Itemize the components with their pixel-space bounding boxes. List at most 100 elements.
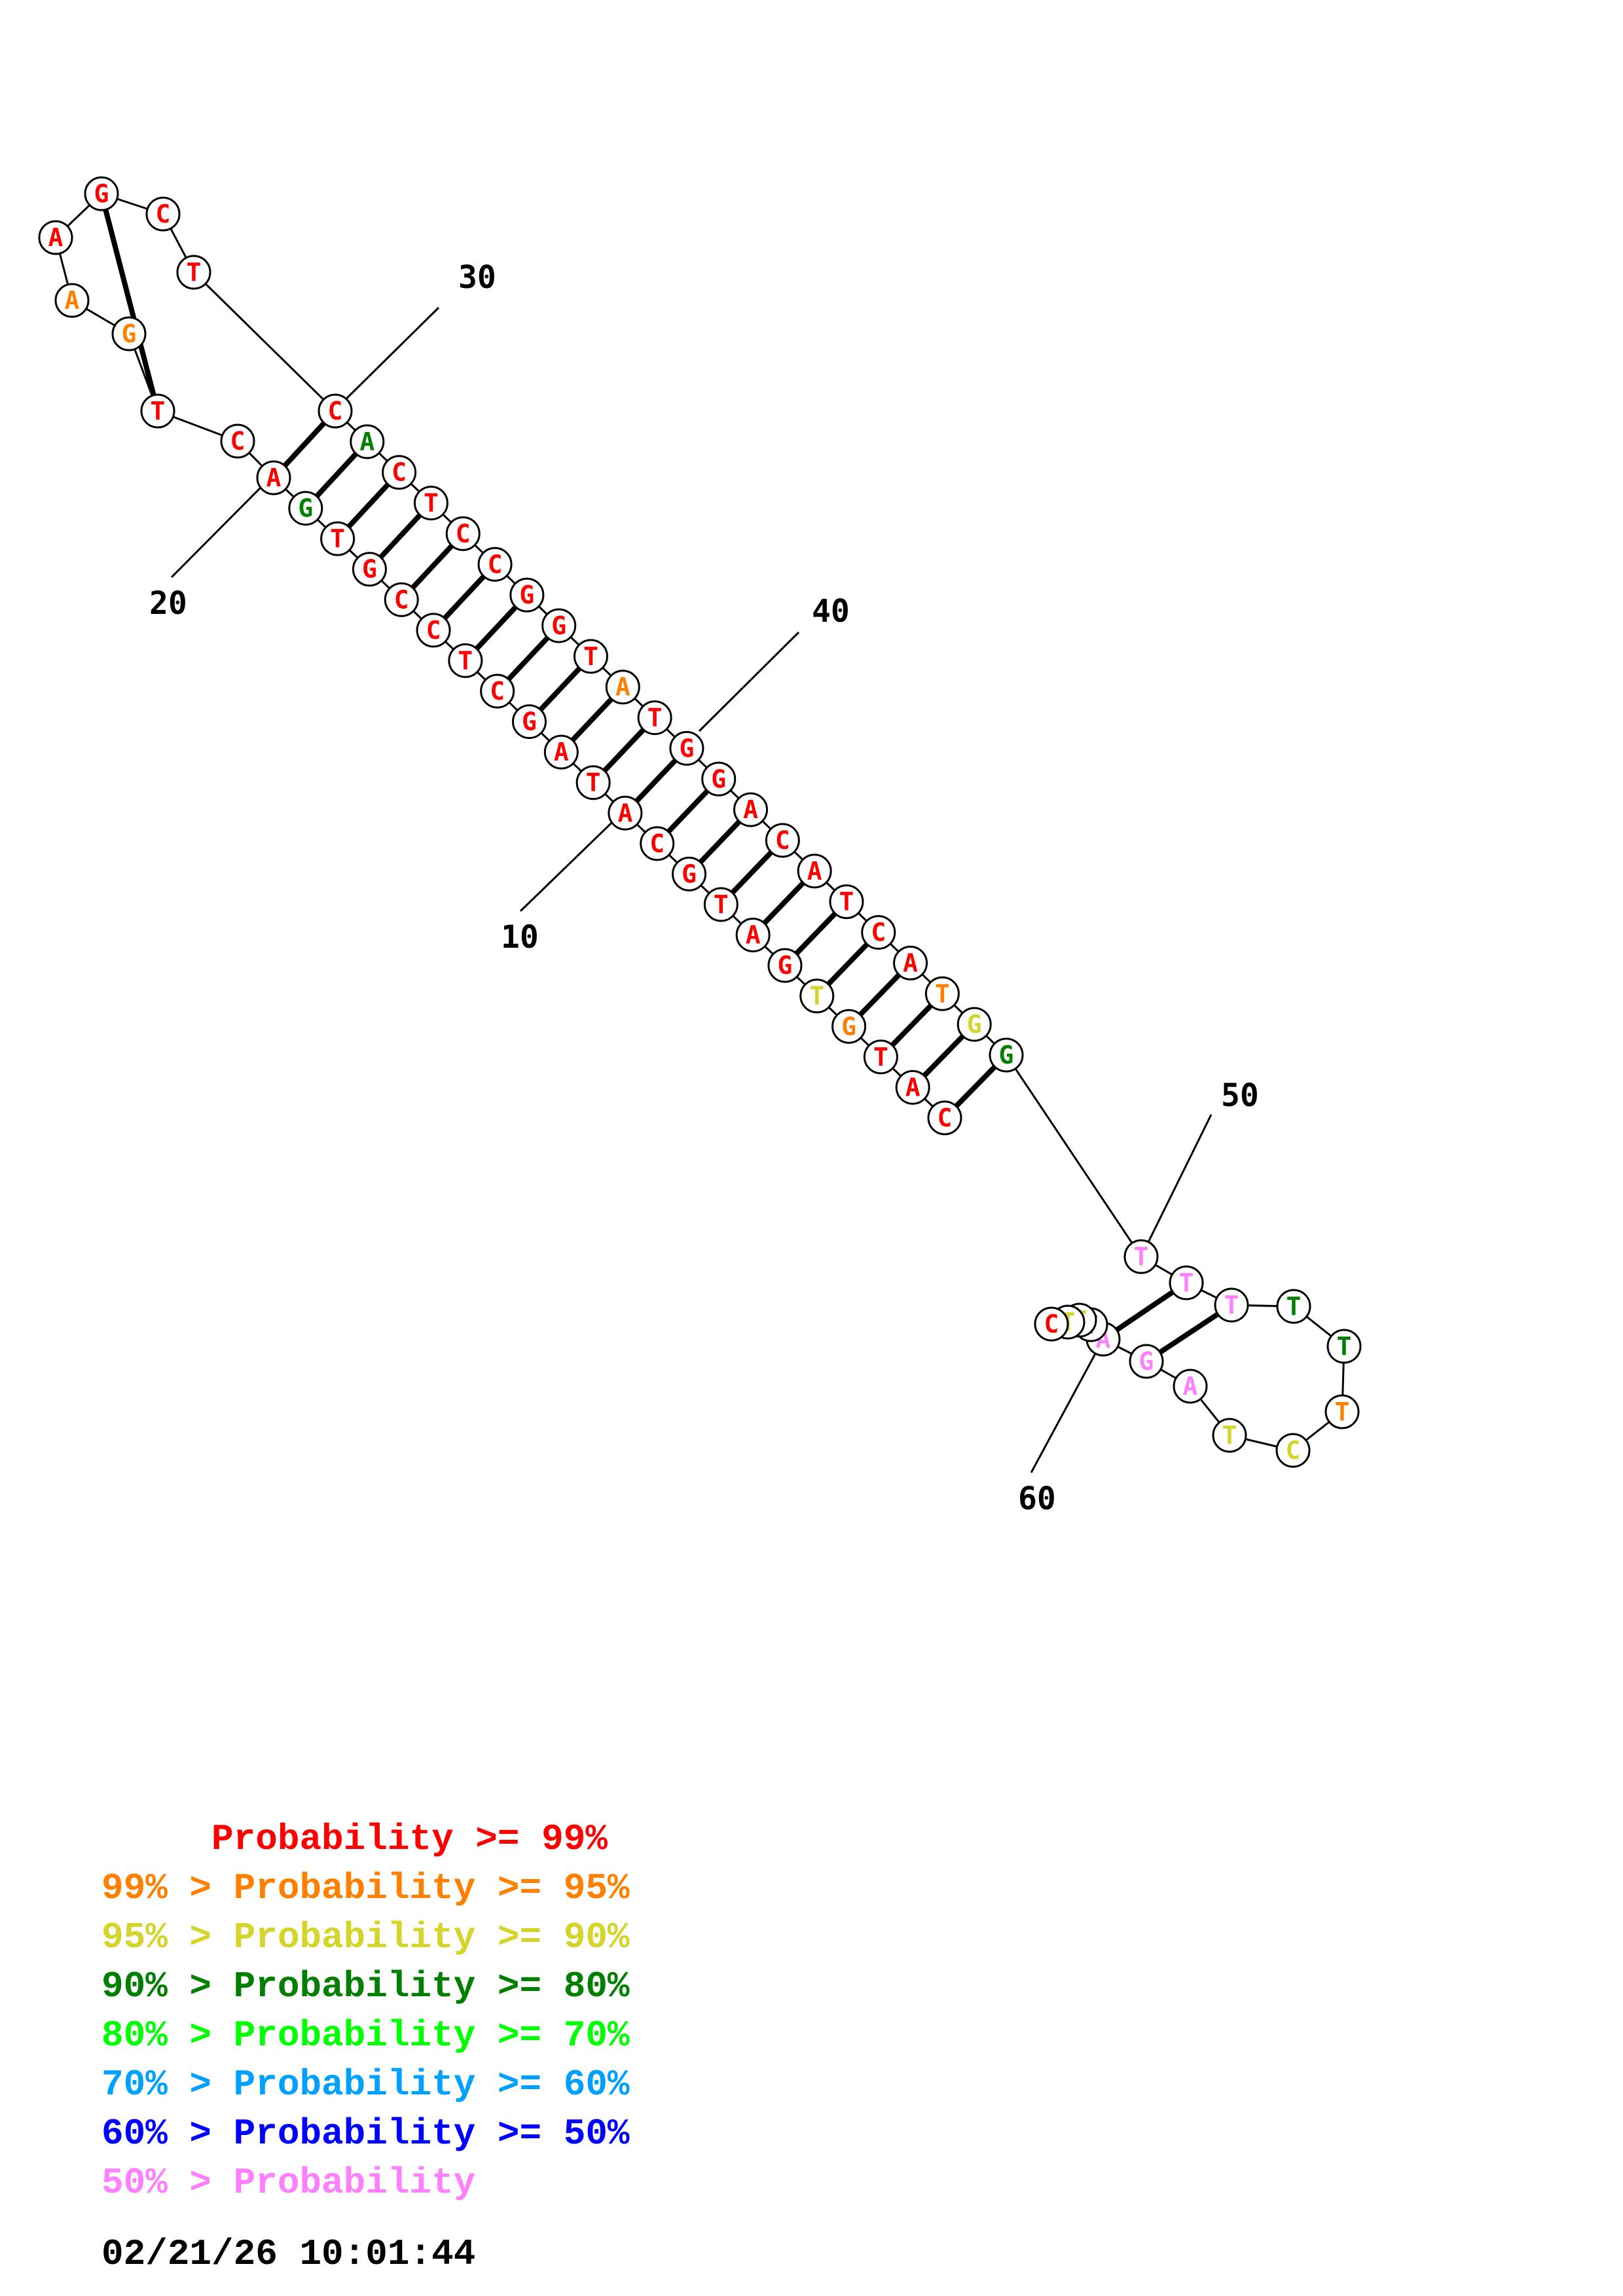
nucleotide-circle	[895, 1069, 930, 1105]
nucleotide: T	[575, 765, 611, 800]
nucleotide-letter: T	[1335, 1397, 1350, 1426]
nucleotide: G	[1129, 1344, 1164, 1379]
nucleotide: T	[1214, 1287, 1249, 1323]
base-pair-bond	[411, 544, 454, 589]
nucleotide: T	[863, 1039, 898, 1075]
nucleotide-letter: G	[841, 1012, 856, 1041]
nucleotide: C	[927, 1100, 962, 1136]
nucleotide: G	[84, 176, 119, 211]
nucleotide: G	[701, 761, 737, 797]
nucleotide-letter: G	[519, 581, 534, 609]
nucleotide-letter: A	[554, 738, 569, 766]
nucleotide-circle	[318, 393, 353, 429]
nucleotide-circle	[448, 643, 483, 678]
backbone-segment	[192, 271, 337, 412]
nucleotide: T	[573, 639, 608, 674]
nucleotide-letter: G	[362, 555, 377, 584]
nucleotide-letter: C	[328, 397, 343, 425]
nucleotide: G	[669, 730, 704, 766]
nucleotide-circle	[573, 639, 608, 674]
nucleotide-circle	[669, 730, 704, 766]
nucleotide: A	[256, 460, 291, 495]
nucleotide: T	[448, 643, 483, 678]
base-pair-bond	[795, 912, 837, 956]
nucleotide: C	[1034, 1306, 1069, 1342]
base-pair-bond	[571, 697, 613, 742]
nucleotide-letter: A	[903, 948, 918, 977]
nucleotide-letter: G	[522, 708, 537, 736]
position-label: 30	[458, 259, 496, 296]
nucleotide-circle	[350, 424, 385, 459]
nucleotide-letter: A	[807, 857, 822, 886]
nucleotide-letter: T	[330, 524, 345, 553]
nucleotide-circle	[831, 1009, 867, 1044]
nucleotide-letter: A	[615, 673, 630, 702]
nucleotide-circle	[863, 1039, 898, 1075]
nucleotide: C	[384, 582, 419, 617]
nucleotide-circle	[1212, 1418, 1247, 1453]
nucleotide-letter: G	[551, 611, 566, 640]
base-pair-bond	[955, 1065, 996, 1108]
nucleotide-letter: T	[1286, 1292, 1302, 1321]
nucleotide-circle	[765, 823, 800, 858]
nucleotide: C	[445, 516, 481, 551]
nucleotide-circle	[735, 918, 771, 953]
base-pair-bond	[666, 789, 709, 833]
nucleotide-letter: G	[999, 1041, 1014, 1069]
base-pair-bond	[379, 513, 422, 559]
position-tick	[698, 631, 800, 732]
nucleotide-circle	[989, 1037, 1024, 1073]
nucleotide-circle	[416, 613, 451, 648]
nucleotide: G	[767, 948, 803, 983]
nucleotide-circle	[84, 176, 119, 211]
nucleotide: G	[957, 1007, 992, 1042]
nucleotide-circle	[477, 547, 513, 582]
nucleotide-circle	[605, 670, 640, 705]
nucleotide-letter: T	[873, 1043, 888, 1071]
nucleotide-circle	[1275, 1433, 1311, 1468]
nucleotide: G	[509, 577, 545, 613]
nucleotide-letter: G	[94, 179, 109, 208]
nucleotide: T	[320, 521, 356, 556]
nucleotide-letter: T	[424, 489, 439, 518]
nucleotide-circle	[384, 582, 419, 617]
nucleotide-letter: C	[938, 1103, 953, 1132]
nucleotide-letter: C	[394, 585, 409, 614]
nucleotide-letter: A	[359, 427, 374, 456]
base-pair-bond	[763, 881, 805, 925]
position-label: 50	[1221, 1077, 1259, 1114]
base-pair-bond	[283, 422, 326, 467]
base-pair-bond	[890, 1004, 933, 1047]
nucleotide: G	[288, 491, 323, 526]
nucleotide-letter: T	[151, 397, 166, 425]
nucleotide-letter: T	[586, 768, 601, 797]
nucleotide-circle	[480, 673, 515, 709]
nucleotide: C	[145, 196, 181, 232]
position-tick	[339, 306, 440, 406]
nucleotide-circle	[1169, 1265, 1204, 1300]
nucleotide: T	[829, 884, 864, 920]
nucleotide-letter: A	[746, 921, 761, 950]
base-pair-bond	[858, 973, 901, 1016]
nucleotide: G	[511, 704, 547, 740]
nucleotide: T	[703, 887, 739, 922]
nucleotide-letter: G	[967, 1010, 982, 1039]
nucleotide-circle	[176, 255, 211, 290]
nucleotide: T	[1169, 1265, 1204, 1300]
base-pair-bond	[634, 759, 677, 803]
nucleotide-circle	[382, 455, 417, 490]
timestamp: 02/21/26 10:01:44	[101, 2233, 476, 2275]
nucleotide-circle	[1214, 1287, 1249, 1323]
base-pair-bond	[603, 728, 646, 772]
nucleotide-circle	[543, 734, 579, 770]
position-tick	[519, 807, 628, 912]
position-label: 60	[1018, 1480, 1056, 1517]
nucleotide-circle	[672, 856, 707, 891]
nucleotide-letter: C	[488, 550, 503, 579]
nucleotide: G	[541, 608, 577, 643]
nucleotide: C	[640, 826, 675, 861]
nucleotide: C	[765, 823, 800, 858]
nucleotide-letter: C	[1286, 1436, 1301, 1465]
nucleotide: G	[831, 1009, 867, 1044]
